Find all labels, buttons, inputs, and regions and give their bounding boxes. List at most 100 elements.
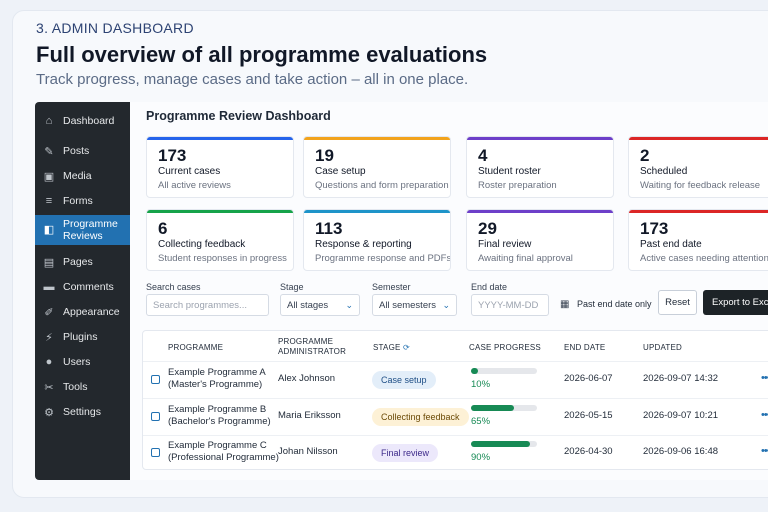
sidebar-item-label: Comments: [63, 281, 114, 293]
more-actions-icon[interactable]: •••: [761, 445, 768, 457]
end-date: 2026-04-30: [564, 446, 613, 457]
sidebar-item-tools[interactable]: ✂ Tools: [35, 376, 130, 398]
programme-name[interactable]: Example Programme C (Professional Progra…: [168, 440, 279, 463]
card-description: All active reviews: [158, 180, 231, 191]
end-date-input[interactable]: YYYY-MM-DD: [471, 294, 549, 316]
stage-filter-label: Stage: [280, 282, 304, 292]
gear-icon: ⚙: [44, 406, 54, 419]
card-description: Active cases needing attention: [640, 253, 768, 264]
row-checkbox[interactable]: [151, 448, 160, 457]
page-headline: Full overview of all programme evaluatio…: [36, 42, 488, 67]
card-description: Student responses in progress: [158, 253, 287, 264]
sidebar-item-label: Plugins: [63, 331, 98, 343]
sidebar-item-dashboard[interactable]: ⌂ Dashboard: [35, 110, 130, 132]
sidebar-item-label: Media: [63, 170, 92, 182]
updated-date: 2026-09-07 14:32: [643, 373, 719, 384]
stat-card[interactable]: 173 Current cases All active reviews: [146, 136, 294, 198]
stage-select[interactable]: All stages ⌄: [280, 294, 360, 316]
col-header-stage[interactable]: STAGE ⟳: [373, 343, 410, 353]
card-value: 173: [158, 146, 187, 165]
sidebar-item-users[interactable]: ● Users: [35, 351, 130, 373]
table-row[interactable]: Example Programme A (Master's Programme)…: [143, 362, 768, 398]
calendar-icon[interactable]: ▦: [560, 299, 570, 310]
sidebar-item-plugins[interactable]: ⚡ Plugins: [35, 326, 130, 348]
dashboard-main: Programme Review Dashboard 173 Current ca…: [130, 102, 768, 480]
card-title: Scheduled: [640, 166, 688, 177]
card-accent-bar: [147, 137, 293, 140]
sort-icon[interactable]: ⟳: [402, 343, 410, 352]
sidebar-item-label: Programme Reviews: [63, 218, 118, 242]
header-divider: [143, 361, 768, 362]
col-header-end-date: END DATE: [564, 343, 606, 352]
sidebar-item-programme-reviews[interactable]: ◧ Programme Reviews: [35, 215, 130, 245]
sidebar-item-posts[interactable]: ✎ Posts: [35, 140, 130, 162]
card-title: Final review: [478, 239, 532, 250]
sidebar-item-forms[interactable]: ≡ Forms: [35, 190, 130, 212]
cases-table: PROGRAMME PROGRAMME ADMINISTRATOR STAGE …: [142, 330, 768, 470]
card-value: 29: [478, 219, 497, 238]
card-title: Student roster: [478, 166, 541, 177]
card-value: 4: [478, 146, 488, 165]
stage-header-label: STAGE: [373, 343, 401, 352]
semester-filter-label: Semester: [372, 282, 411, 292]
col-header-administrator: PROGRAMME ADMINISTRATOR: [278, 337, 347, 356]
sidebar-item-label: Forms: [63, 195, 93, 207]
stage-badge: Final review: [372, 444, 439, 462]
updated-date: 2026-09-07 10:21: [643, 409, 719, 421]
export-excel-button[interactable]: Export to Excel: [703, 290, 768, 315]
card-accent-bar: [304, 137, 450, 140]
sidebar-item-comments[interactable]: ▬ Comments: [35, 276, 130, 298]
past-end-date-toggle[interactable]: Past end date only: [577, 299, 652, 309]
search-input[interactable]: Search programmes...: [146, 294, 269, 316]
section-eyebrow: 3. ADMIN DASHBOARD: [36, 20, 194, 36]
card-description: Waiting for feedback release: [640, 180, 761, 191]
programme-name[interactable]: Example Programme B (Bachelor's Programm…: [168, 403, 271, 427]
programme-administrator: Maria Eriksson: [278, 409, 341, 421]
sidebar-item-pages[interactable]: ▤ Pages: [35, 251, 130, 273]
card-description: Questions and form preparation: [315, 180, 449, 191]
progress-percent: 65%: [471, 415, 491, 427]
stat-card[interactable]: 6 Collecting feedback Student responses in…: [146, 209, 294, 271]
row-divider: [143, 434, 768, 436]
table-row[interactable]: Example Programme B (Bachelor's Programm…: [143, 399, 768, 435]
stat-card[interactable]: 173 Past end date Active cases needing att…: [628, 209, 768, 271]
end-date-label: End date: [471, 282, 508, 292]
page-subheadline: Track progress, manage cases and take ac…: [36, 71, 469, 88]
sidebar-item-settings[interactable]: ⚙ Settings: [35, 401, 130, 423]
card-value: 6: [158, 219, 168, 238]
progress-bar: [471, 368, 537, 374]
table-row[interactable]: Example Programme C (Professional Progra…: [143, 435, 768, 471]
progress-percent: 90%: [471, 452, 491, 463]
card-description: Roster preparation: [478, 180, 557, 191]
sidebar-item-media[interactable]: ▣ Media: [35, 165, 130, 187]
row-checkbox[interactable]: [151, 375, 160, 384]
stat-card[interactable]: 113 Response & reporting Programme respons…: [303, 209, 451, 271]
end-date: 2026-06-07: [564, 373, 613, 384]
stat-card[interactable]: 29 Final review Awaiting final approval: [466, 209, 614, 271]
reset-button[interactable]: Reset: [658, 290, 697, 315]
stat-card[interactable]: 4 Student roster Roster preparation: [466, 136, 614, 198]
row-checkbox[interactable]: [151, 411, 160, 421]
more-actions-icon[interactable]: •••: [761, 372, 768, 384]
stat-card[interactable]: 2 Scheduled Waiting for feedback release: [628, 136, 768, 198]
card-title: Response & reporting: [315, 239, 412, 250]
stat-card[interactable]: 19 Case setup Questions and form preparati…: [303, 136, 451, 198]
sidebar-item-appearance[interactable]: ✐ Appearance: [35, 301, 130, 323]
card-title: Case setup: [315, 166, 366, 177]
brush-icon: ✐: [44, 306, 54, 319]
programme-name[interactable]: Example Programme A (Master's Programme): [168, 367, 266, 390]
card-description: Awaiting final approval: [478, 253, 573, 264]
semester-select[interactable]: All semesters ⌄: [372, 294, 457, 316]
updated-date: 2026-09-06 16:48: [643, 446, 719, 457]
card-title: Collecting feedback: [158, 239, 246, 250]
sidebar-item-label: Settings: [63, 406, 101, 418]
more-actions-icon[interactable]: •••: [761, 408, 768, 421]
card-title: Current cases: [158, 166, 221, 177]
card-title: Past end date: [640, 239, 702, 250]
col-header-updated: UPDATED: [643, 343, 683, 352]
stage-select-value: All stages: [287, 299, 329, 311]
end-date: 2026-05-15: [564, 409, 613, 421]
home-icon: ⌂: [45, 115, 53, 127]
chevron-down-icon: ⌄: [345, 299, 353, 310]
progress-fill: [471, 368, 478, 374]
